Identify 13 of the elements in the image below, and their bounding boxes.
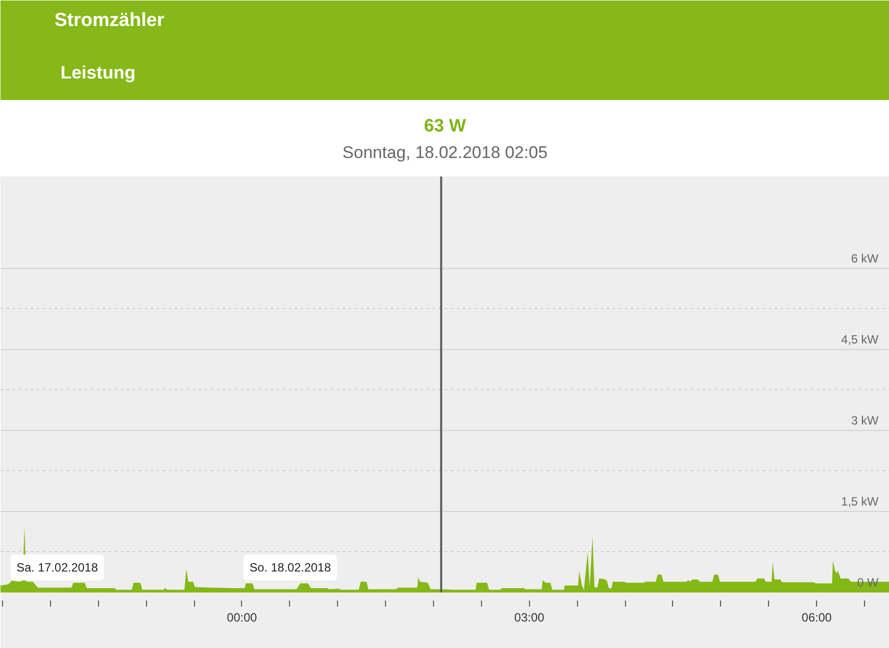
annotation: So. 18.02.2018 [250, 560, 332, 574]
y-tick-label: 3 kW [851, 413, 880, 428]
x-tick-label: 03:00 [514, 610, 545, 624]
x-tick-label: 00:00 [226, 610, 258, 624]
y-tick-label: 4,5 kW [841, 332, 880, 346]
chart-subtitle: Leistung [60, 62, 136, 82]
text: 63 W [424, 116, 466, 136]
y-tick-label: 1,5 kW [841, 494, 880, 508]
text: Sonntag, 18.02.2018 02:05 [342, 143, 548, 162]
chart-title: Stromzähler [54, 10, 165, 31]
y-tick-label: 6 kW [851, 251, 880, 266]
annotation: Sa. 17.02.2018 [16, 560, 98, 574]
x-tick-label: 06:00 [802, 610, 832, 624]
